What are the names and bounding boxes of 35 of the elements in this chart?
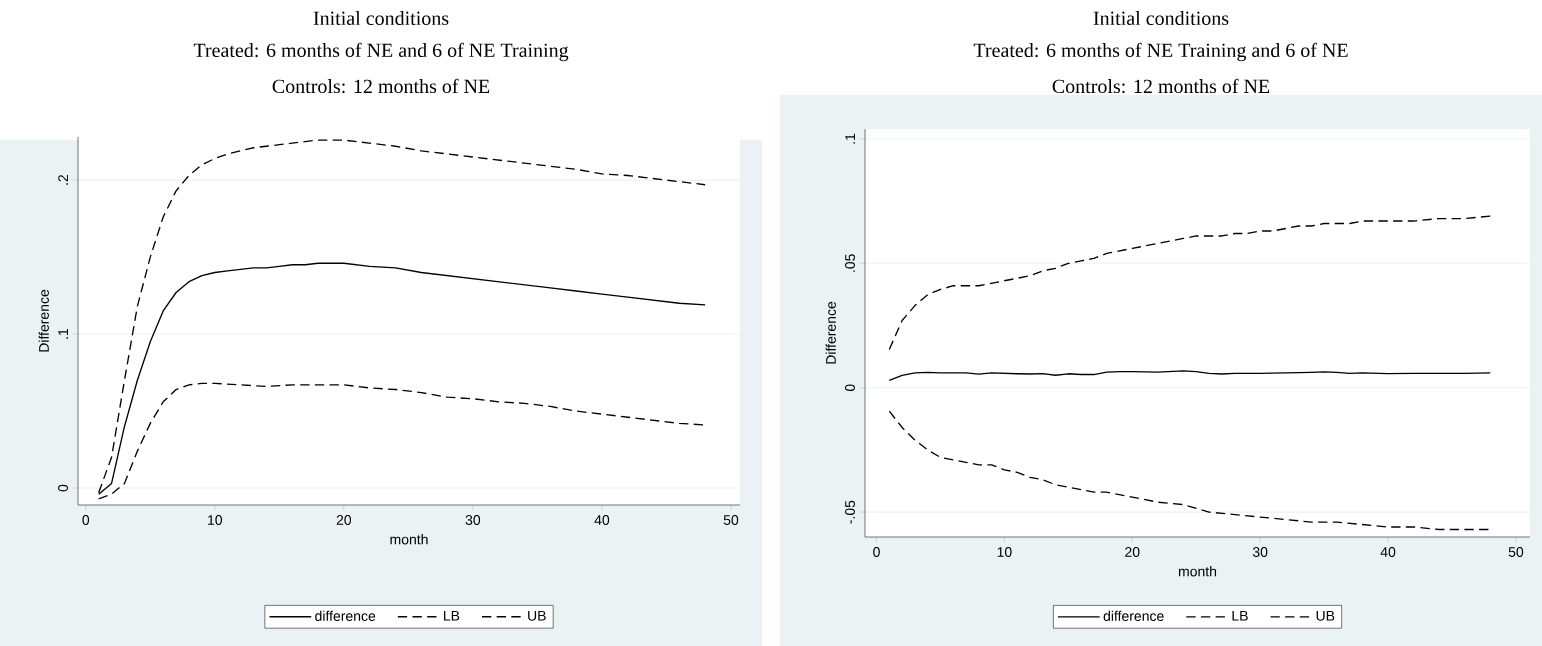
x-tick-label: 50 (723, 515, 739, 525)
x-axis-title: month (390, 534, 428, 545)
y-tick-label: .05 (845, 254, 855, 272)
x-tick-label: 10 (997, 547, 1012, 557)
x-tick-label: 20 (336, 515, 352, 525)
x-tick-label: 50 (1508, 547, 1524, 557)
y-axis-title: Difference (825, 301, 836, 364)
y-tick-label: .1 (58, 328, 68, 339)
chart-subtitle: Treated: 6 months of NE Training and 6 of NE (973, 42, 1348, 62)
y-tick-label: 0 (58, 484, 68, 492)
legend-label: UB (1316, 610, 1335, 621)
text: Controls: 12 months of NE (272, 78, 490, 94)
legend-label: LB (1232, 610, 1248, 621)
y-tick-label: 0 (845, 384, 855, 392)
text: Controls: 12 months of NE (1052, 78, 1270, 94)
x-tick-label: 30 (465, 515, 481, 525)
y-tick-label: .1 (845, 133, 855, 144)
legend-label: difference (315, 610, 376, 621)
x-axis-title: month (1178, 566, 1217, 577)
legend-label: LB (444, 610, 460, 621)
x-tick-label: 0 (82, 515, 90, 525)
x-tick-label: 30 (1252, 547, 1268, 557)
y-tick-label: .2 (58, 174, 68, 185)
x-tick-label: 10 (208, 515, 223, 525)
x-tick-label: 40 (594, 515, 610, 525)
x-tick-label: 0 (873, 547, 880, 557)
x-tick-label: 40 (1380, 547, 1396, 557)
legend-label: UB (528, 610, 546, 621)
x-tick-label: 20 (1125, 547, 1140, 557)
chart-title: Initial conditions (313, 10, 449, 26)
y-tick-label: -.05 (845, 500, 855, 524)
chart-title: Initial conditions (1093, 10, 1229, 26)
chart-subtitle: Treated: 6 months of NE and 6 of NE Training (193, 42, 569, 62)
legend-label: difference (1103, 610, 1164, 622)
y-axis-title: Difference (38, 289, 49, 352)
